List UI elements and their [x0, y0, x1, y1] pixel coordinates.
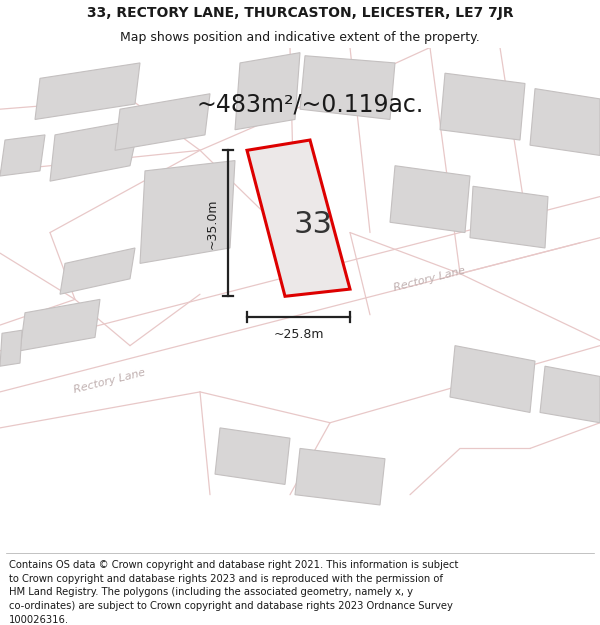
- Text: Rectory Lane: Rectory Lane: [73, 368, 147, 396]
- Text: Contains OS data © Crown copyright and database right 2021. This information is : Contains OS data © Crown copyright and d…: [9, 560, 458, 570]
- Polygon shape: [450, 346, 535, 413]
- Polygon shape: [235, 52, 300, 130]
- Polygon shape: [140, 161, 235, 263]
- Polygon shape: [50, 119, 140, 181]
- Polygon shape: [115, 94, 210, 150]
- Text: co-ordinates) are subject to Crown copyright and database rights 2023 Ordnance S: co-ordinates) are subject to Crown copyr…: [9, 601, 453, 611]
- Polygon shape: [540, 366, 600, 423]
- Polygon shape: [0, 135, 45, 176]
- Polygon shape: [295, 449, 385, 505]
- Text: 33: 33: [293, 209, 332, 239]
- Polygon shape: [60, 248, 135, 294]
- Polygon shape: [0, 330, 22, 366]
- Polygon shape: [530, 89, 600, 156]
- Text: ~25.8m: ~25.8m: [273, 328, 324, 341]
- Text: 100026316.: 100026316.: [9, 614, 69, 624]
- Text: Rectory Lane: Rectory Lane: [393, 265, 467, 292]
- Text: ~483m²/~0.119ac.: ~483m²/~0.119ac.: [196, 92, 424, 116]
- Text: ~35.0m: ~35.0m: [205, 198, 218, 249]
- Polygon shape: [470, 186, 548, 248]
- Polygon shape: [390, 166, 470, 232]
- Text: to Crown copyright and database rights 2023 and is reproduced with the permissio: to Crown copyright and database rights 2…: [9, 574, 443, 584]
- Polygon shape: [35, 63, 140, 119]
- Polygon shape: [20, 299, 100, 351]
- Polygon shape: [247, 140, 350, 296]
- Text: 33, RECTORY LANE, THURCASTON, LEICESTER, LE7 7JR: 33, RECTORY LANE, THURCASTON, LEICESTER,…: [86, 6, 514, 20]
- Polygon shape: [300, 56, 395, 119]
- Text: HM Land Registry. The polygons (including the associated geometry, namely x, y: HM Land Registry. The polygons (includin…: [9, 588, 413, 598]
- Polygon shape: [440, 73, 525, 140]
- Polygon shape: [215, 428, 290, 484]
- Text: Map shows position and indicative extent of the property.: Map shows position and indicative extent…: [120, 31, 480, 44]
